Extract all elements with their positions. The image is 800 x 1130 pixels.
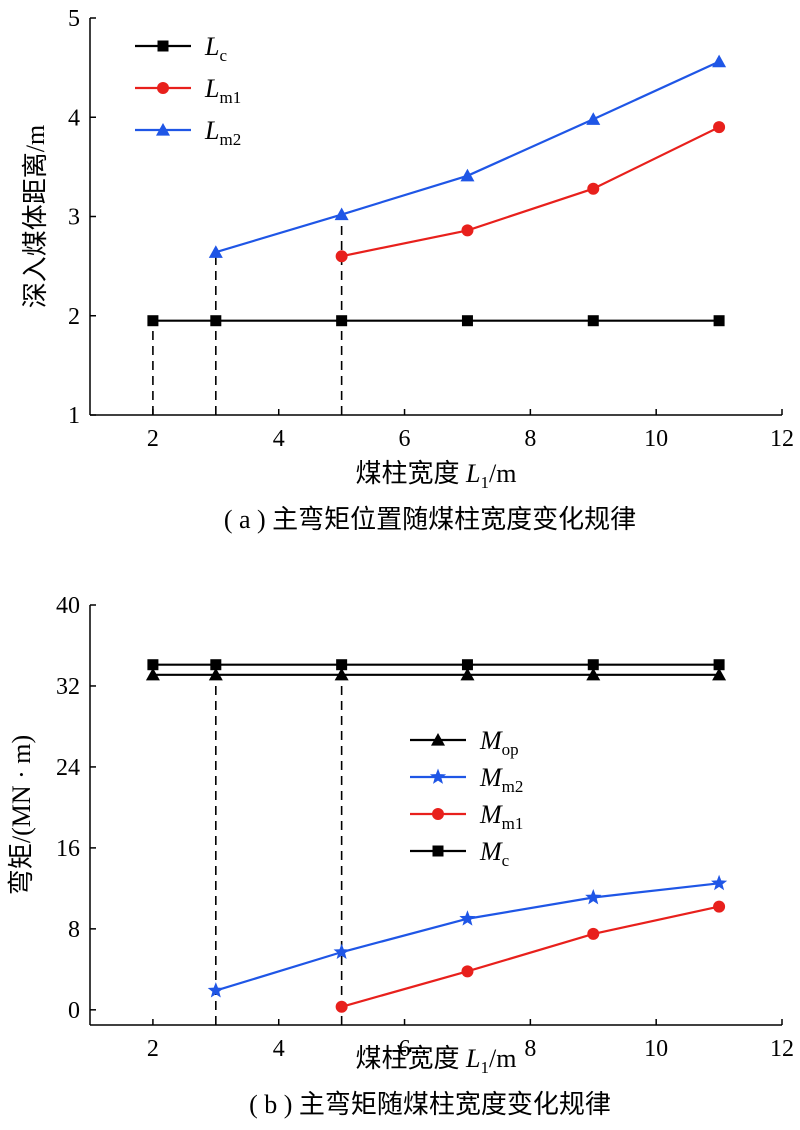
data-point — [461, 965, 474, 978]
x-tick-label: 2 — [147, 426, 159, 452]
data-point — [461, 224, 474, 237]
data-point — [460, 168, 475, 182]
y-tick-label: 0 — [68, 998, 80, 1024]
x-tick-label: 8 — [524, 1036, 536, 1062]
data-point — [587, 182, 600, 195]
legend-marker — [431, 733, 445, 746]
data-point — [334, 207, 349, 221]
x-tick-label: 6 — [399, 1036, 411, 1062]
legend-label: Mm1 — [479, 800, 523, 833]
legend-label: Lm1 — [204, 74, 241, 107]
data-point — [713, 121, 726, 134]
data-point — [461, 659, 473, 671]
data-point — [713, 900, 726, 913]
y-tick-label: 1 — [68, 403, 80, 429]
legend-marker — [157, 82, 169, 94]
data-point — [336, 315, 348, 327]
y-tick-label: 5 — [68, 6, 80, 32]
data-point — [145, 667, 160, 681]
data-point — [335, 1000, 348, 1013]
series-line — [341, 126, 720, 258]
data-point — [586, 667, 601, 681]
legend-entry: Mop — [410, 726, 519, 759]
legend-label: Mop — [479, 726, 519, 759]
data-point — [459, 910, 476, 926]
y-axis-label: 弯矩/(MN · m) — [7, 735, 36, 895]
data-point — [712, 54, 727, 68]
legend-entry: Mm1 — [410, 800, 523, 833]
data-point — [460, 667, 475, 681]
chart-caption: ( b ) 主弯矩随煤柱宽度变化规律 — [249, 1090, 611, 1119]
y-tick-label: 24 — [56, 755, 80, 781]
series-Lc — [147, 315, 725, 327]
x-tick-label: 10 — [644, 426, 668, 452]
legend-label: Mm2 — [479, 763, 523, 796]
data-point — [147, 659, 159, 671]
data-point — [585, 888, 602, 905]
data-point — [587, 659, 599, 671]
series-Mc — [147, 659, 725, 671]
y-tick-label: 40 — [56, 593, 80, 619]
series-line — [215, 60, 720, 254]
data-point — [208, 245, 223, 258]
data-point — [207, 982, 224, 998]
x-tick-label: 10 — [644, 1036, 668, 1062]
y-tick-label: 8 — [68, 917, 80, 943]
x-axis-label: 煤柱宽度 L1/m — [356, 1044, 517, 1077]
legend-marker — [157, 40, 169, 52]
legend-label: Lm2 — [204, 116, 241, 149]
data-point — [334, 667, 349, 681]
y-tick-label: 32 — [56, 674, 80, 700]
data-point — [586, 112, 601, 125]
x-tick-label: 4 — [273, 426, 285, 452]
y-tick-label: 2 — [68, 304, 80, 330]
legend-label: Mc — [479, 837, 510, 870]
chart-caption: ( a ) 主弯矩位置随煤柱宽度变化规律 — [224, 505, 636, 534]
x-tick-label: 12 — [770, 426, 794, 452]
x-tick-label: 2 — [147, 1036, 159, 1062]
data-point — [208, 667, 223, 681]
series-Mm1 — [335, 900, 726, 1013]
data-point — [587, 927, 600, 940]
data-point — [336, 659, 348, 671]
x-tick-label: 4 — [273, 1036, 285, 1062]
data-point — [711, 874, 728, 891]
legend-entry: Mc — [410, 837, 510, 870]
data-point — [712, 667, 727, 681]
series-line — [341, 905, 720, 1008]
legend-label: Lc — [204, 32, 227, 65]
legend-entry: Lm2 — [135, 116, 241, 149]
y-tick-label: 4 — [68, 105, 80, 131]
legend-entry: Mm2 — [410, 763, 523, 796]
legend-entry: Lm1 — [135, 74, 241, 107]
legend-marker — [429, 768, 447, 784]
data-point — [210, 315, 222, 327]
data-point — [210, 659, 222, 671]
data-point — [335, 250, 348, 263]
series-Mm2 — [207, 874, 728, 998]
legend-marker — [156, 123, 170, 136]
series-Mop — [145, 667, 727, 681]
series-Lm2 — [208, 54, 727, 258]
legend-marker — [432, 845, 444, 857]
series-Lm1 — [335, 121, 726, 263]
x-tick-label: 8 — [524, 426, 536, 452]
data-point — [713, 659, 725, 671]
x-axis-label: 煤柱宽度 L1/m — [356, 459, 517, 492]
y-axis-label: 深入煤体距离/m — [21, 125, 50, 308]
x-tick-label: 6 — [399, 426, 411, 452]
y-tick-label: 16 — [56, 836, 80, 862]
y-tick-label: 3 — [68, 205, 80, 231]
legend-entry: Lc — [135, 32, 227, 65]
data-point — [147, 315, 159, 327]
data-point — [713, 315, 725, 327]
x-tick-label: 12 — [770, 1036, 794, 1062]
legend-marker — [432, 808, 444, 820]
data-point — [587, 315, 599, 327]
data-point — [461, 315, 473, 327]
data-point — [333, 943, 350, 960]
